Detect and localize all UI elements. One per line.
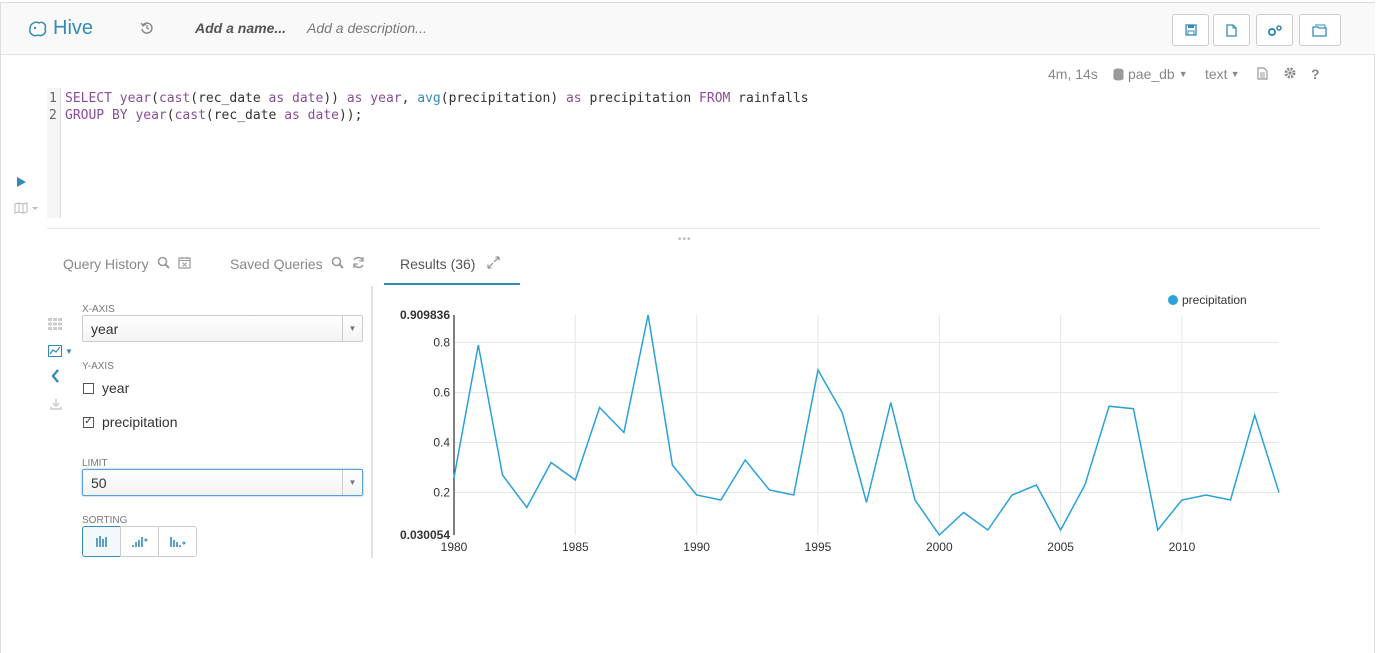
editor-divider	[47, 228, 1320, 229]
file-icon	[1226, 23, 1237, 37]
x-tick-label: 1985	[562, 540, 589, 554]
database-icon	[1113, 68, 1124, 80]
editor-header: Hive Add a name... Add a description...	[1, 3, 1375, 55]
gear-icon[interactable]	[1283, 66, 1297, 83]
new-document-button[interactable]	[1213, 14, 1250, 46]
tab-query-history[interactable]: Query History	[63, 256, 191, 272]
calendar-clear-icon[interactable]	[177, 256, 191, 272]
y-tick-label: 0.8	[433, 335, 450, 349]
y-axis-label: Y-AXIS	[82, 361, 114, 372]
tab-label: Query History	[63, 256, 149, 272]
y-tick-label: 0.6	[433, 385, 450, 399]
map-icon[interactable]	[14, 202, 40, 217]
help-icon[interactable]: ?	[1311, 66, 1320, 82]
hive-logo[interactable]: Hive	[27, 17, 93, 40]
y-option-precipitation[interactable]: ✓ precipitation	[83, 414, 178, 430]
run-query-button[interactable]	[16, 175, 27, 191]
hive-bee-icon	[29, 21, 47, 36]
history-icon[interactable]	[140, 21, 154, 40]
limit-value: 50	[91, 475, 107, 491]
line-gutter	[47, 88, 61, 218]
sort-ascending-icon	[131, 537, 148, 547]
y-option-label: precipitation	[102, 414, 178, 430]
line-chart-icon	[48, 345, 62, 357]
code-line: SELECT year(cast(rec_date as date)) as y…	[65, 91, 809, 106]
app-name: Hive	[53, 17, 94, 39]
sort-descending-button[interactable]	[158, 526, 197, 557]
sorting-label: SORTING	[82, 515, 128, 526]
y-min-label: 0.030054	[400, 528, 450, 542]
y-tick-label: 0.2	[433, 486, 450, 500]
play-icon	[17, 177, 26, 187]
database-name: pae_db	[1128, 66, 1175, 82]
sort-descending-icon	[169, 537, 186, 547]
legend-dot	[1168, 295, 1178, 305]
save-icon	[1184, 24, 1197, 36]
x-tick-label: 2010	[1169, 540, 1196, 554]
caret-down-icon: ▼	[342, 470, 362, 495]
database-selector[interactable]: pae_db ▼	[1113, 66, 1188, 82]
x-tick-label: 1980	[441, 540, 468, 554]
tab-label: Results (36)	[400, 256, 476, 272]
grid-view-icon[interactable]	[48, 318, 62, 333]
x-axis-select[interactable]: year ▼	[82, 315, 363, 342]
bars-icon	[96, 536, 107, 547]
limit-select[interactable]: 50 ▼	[82, 469, 363, 496]
search-icon[interactable]	[331, 256, 344, 272]
x-tick-label: 2005	[1047, 540, 1074, 554]
series-line-precipitation	[453, 314, 1280, 537]
tab-results[interactable]: Results (36)	[400, 256, 501, 272]
folder-open-icon	[1311, 24, 1327, 37]
sort-none-button[interactable]	[82, 526, 121, 557]
checkbox-checked[interactable]: ✓	[83, 416, 94, 428]
sort-ascending-button[interactable]	[120, 526, 159, 557]
line-chart: 1980 1985 1990 1995 2000 2005 2010 0.2 0.4 0.6 0.8…	[400, 308, 1280, 554]
resize-handle[interactable]: •••	[678, 234, 692, 245]
caret-down-icon: ▼	[1230, 69, 1240, 79]
format-name: text	[1205, 66, 1228, 82]
line-number: 1	[49, 91, 57, 106]
download-icon[interactable]	[50, 398, 62, 413]
y-option-year[interactable]: year	[83, 380, 129, 396]
format-selector[interactable]: text ▼	[1205, 66, 1240, 82]
settings-splitter[interactable]	[371, 286, 373, 558]
caret-down-icon: ▼	[342, 316, 362, 341]
open-queries-button[interactable]	[1299, 14, 1341, 46]
save-button[interactable]	[1172, 14, 1209, 46]
caret-down-icon: ▼	[65, 346, 73, 356]
collapse-settings-icon[interactable]	[51, 369, 60, 386]
chart-type-selector[interactable]: ▼	[48, 345, 73, 357]
file-text-icon[interactable]	[1257, 67, 1268, 83]
settings-button[interactable]	[1256, 14, 1293, 46]
line-number: 2	[49, 108, 57, 123]
x-axis-value: year	[91, 321, 119, 337]
y-max-label: 0.909836	[400, 308, 450, 322]
x-tick-label: 2000	[926, 540, 953, 554]
x-tick-label: 1990	[683, 540, 710, 554]
sql-editor[interactable]: 1 2 SELECT year(cast(rec_date as date)) …	[47, 88, 1320, 218]
tab-saved-queries[interactable]: Saved Queries	[230, 256, 365, 272]
search-icon[interactable]	[157, 256, 170, 272]
y-option-label: year	[102, 380, 130, 396]
cogs-icon	[1267, 24, 1282, 36]
execution-time: 4m, 14s	[1048, 66, 1098, 82]
refresh-icon[interactable]	[352, 256, 365, 272]
caret-down-icon: ▼	[1178, 69, 1188, 79]
legend-label: precipitation	[1182, 293, 1247, 307]
tab-label: Saved Queries	[230, 256, 323, 272]
x-axis-label: X-AXIS	[82, 304, 115, 315]
query-name-input[interactable]: Add a name...	[195, 20, 287, 36]
x-tick-label: 1995	[805, 540, 832, 554]
chart-legend[interactable]: precipitation	[1168, 293, 1247, 307]
limit-label: LIMIT	[82, 458, 108, 469]
checkbox[interactable]	[83, 382, 94, 394]
y-tick-label: 0.4	[433, 435, 450, 449]
code-line: GROUP BY year(cast(rec_date as date));	[65, 108, 363, 123]
query-description-input[interactable]: Add a description...	[307, 20, 427, 36]
active-tab-indicator	[384, 283, 520, 285]
sorting-button-group	[82, 526, 197, 557]
expand-icon[interactable]	[487, 256, 501, 272]
